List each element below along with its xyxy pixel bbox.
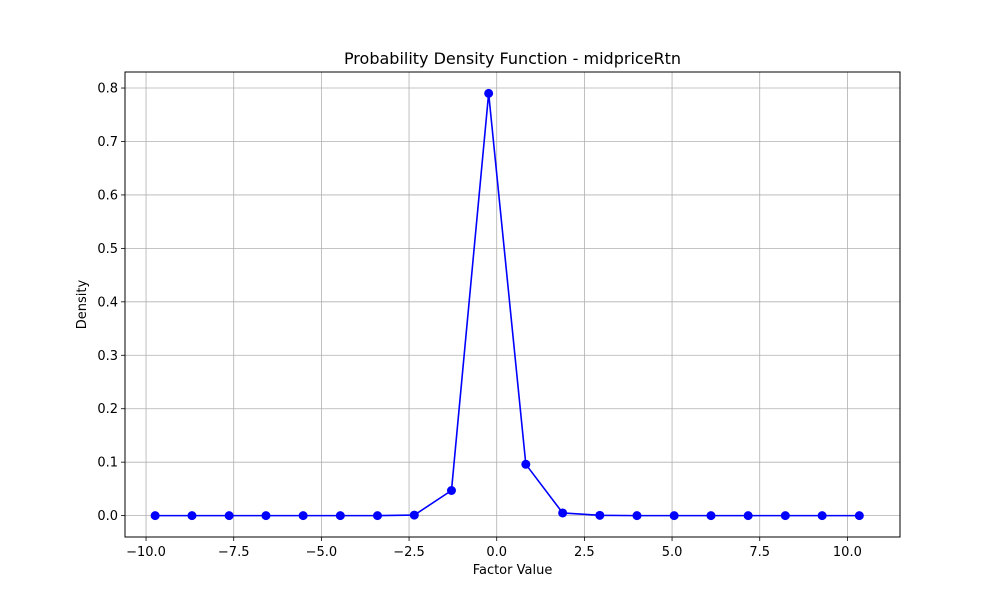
data-point: [669, 511, 679, 521]
y-tick-label: 0.1: [97, 456, 118, 471]
data-point: [780, 511, 790, 521]
data-point: [632, 511, 642, 521]
data-point: [446, 486, 456, 495]
y-tick-label: 0.0: [97, 509, 118, 524]
y-tick-label: 0.6: [97, 188, 118, 203]
y-tick-label: 0.7: [97, 135, 118, 150]
data-point: [706, 511, 716, 521]
data-point: [224, 511, 234, 521]
data-point: [187, 511, 197, 521]
x-axis-label: Factor Value: [473, 563, 553, 578]
plot-frame: [124, 71, 901, 538]
data-point: [854, 511, 864, 521]
data-point: [335, 511, 345, 521]
y-tick-label: 0.5: [97, 242, 118, 257]
grid-lines: [125, 72, 900, 537]
y-tick-label: 0.8: [97, 82, 118, 97]
data-point: [484, 88, 494, 98]
plot-area: [125, 72, 900, 537]
data-point: [261, 511, 271, 521]
x-tick-label: −10.0: [126, 545, 166, 560]
x-tick-label: −2.5: [393, 545, 425, 560]
data-point: [372, 511, 382, 521]
data-point: [595, 510, 605, 520]
axis-ticks: −10.0 −7.5 −5.0 −2.5 0.0 2.5 5.0 7.5 10.0 0.0 0.1 0…: [97, 82, 862, 560]
x-tick-label: 10.0: [833, 545, 862, 560]
y-tick-label: 0.4: [97, 295, 118, 310]
y-tick-label: 0.2: [97, 402, 118, 417]
data-point: [150, 511, 160, 521]
series-layer: [150, 88, 864, 521]
data-point: [521, 459, 531, 469]
series-line: [155, 92, 860, 517]
data-point: [409, 510, 419, 520]
x-tick-label: −7.5: [218, 545, 250, 560]
y-tick-label: 0.3: [97, 349, 118, 364]
chart-title: Probability Density Function - midpriceR…: [344, 49, 681, 68]
y-axis-label: Density: [75, 279, 90, 329]
x-tick-label: 5.0: [662, 545, 683, 560]
x-tick-label: −5.0: [306, 545, 338, 560]
data-point: [558, 508, 568, 518]
data-point: [817, 511, 827, 521]
x-tick-label: 0.0: [486, 545, 507, 560]
x-tick-label: 2.5: [574, 545, 595, 560]
x-tick-label: 7.5: [749, 545, 770, 560]
data-point: [298, 511, 308, 521]
data-point: [743, 511, 753, 521]
